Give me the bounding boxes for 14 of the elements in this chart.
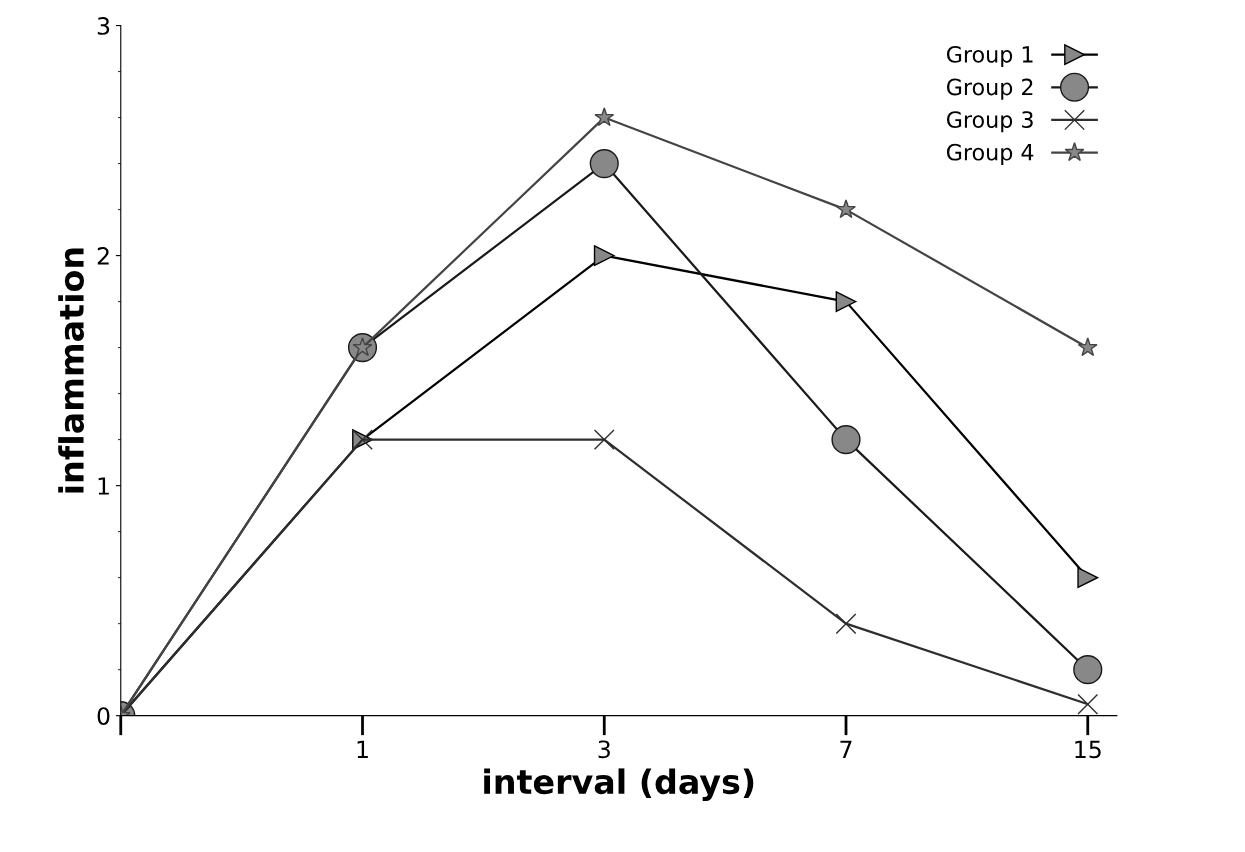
- x-tick-label: 15: [1075, 740, 1101, 759]
- legend-label: Group 4: [946, 143, 1034, 165]
- x-axis-title: interval (days): [484, 768, 754, 801]
- x-tick-label: 7: [840, 740, 852, 758]
- x-tick-label: 3: [598, 740, 610, 759]
- y-tick-label: 2: [97, 247, 109, 265]
- y-tick-label: 0: [97, 707, 110, 725]
- y-tick-label: 1: [98, 477, 109, 495]
- x-tick-label: 1: [357, 740, 368, 758]
- legend-label: Group 3: [946, 111, 1033, 133]
- y-tick-label: 3: [97, 17, 110, 35]
- legend-label: Group 1: [946, 45, 1033, 68]
- legend-label: Group 2: [946, 78, 1033, 100]
- y-axis-title: inflammation: [58, 248, 85, 493]
